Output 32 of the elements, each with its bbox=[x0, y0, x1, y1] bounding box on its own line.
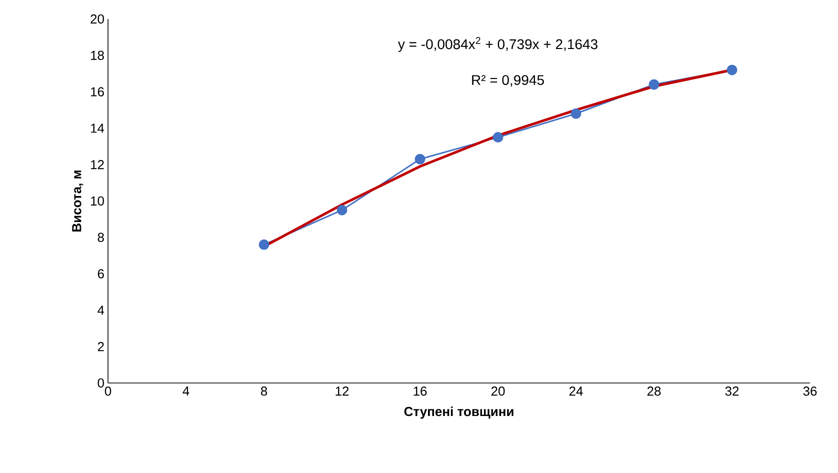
point bbox=[258, 239, 270, 250]
y-tick-label: 10 bbox=[91, 196, 104, 206]
x-axis-title: Ступені товщини bbox=[404, 406, 514, 419]
x-tick-label: 20 bbox=[491, 386, 505, 396]
y-tick-label: 20 bbox=[90, 14, 104, 24]
y-tick-label: 12 bbox=[91, 160, 104, 170]
y-tick-label: 14 bbox=[91, 124, 104, 133]
annotation: y = -0,0084x$^{2}$ + 0,739x + 2,1643 bbox=[398, 36, 598, 52]
x-tick-label: 8 bbox=[260, 386, 268, 396]
point bbox=[336, 204, 348, 216]
point bbox=[570, 108, 582, 119]
y-tick-label: 0 bbox=[98, 378, 104, 388]
x-tick-label: 28 bbox=[647, 386, 661, 396]
x-tick-label: 36 bbox=[803, 386, 817, 396]
point bbox=[492, 132, 504, 143]
x-tick-label: 0 bbox=[104, 386, 112, 396]
x-tick-label: 24 bbox=[569, 386, 583, 396]
x-tick-label: 12 bbox=[336, 386, 349, 396]
y-tick-label: 2 bbox=[98, 342, 104, 352]
x-tick-label: 4 bbox=[182, 386, 190, 396]
x-tick-label: 32 bbox=[725, 386, 739, 396]
annotation: R² = 0,9945 bbox=[472, 75, 544, 87]
y-tick-label: 16 bbox=[91, 87, 104, 96]
y-tick-label: 6 bbox=[98, 269, 104, 278]
point bbox=[726, 64, 738, 76]
y-tick-label: 18 bbox=[91, 50, 104, 60]
y-tick-label: 4 bbox=[98, 306, 104, 315]
x-tick-label: 16 bbox=[414, 386, 427, 396]
y-axis-title: Висота, м bbox=[72, 170, 84, 232]
point bbox=[648, 79, 660, 90]
y-tick-label: 8 bbox=[98, 232, 104, 242]
point bbox=[414, 154, 426, 164]
